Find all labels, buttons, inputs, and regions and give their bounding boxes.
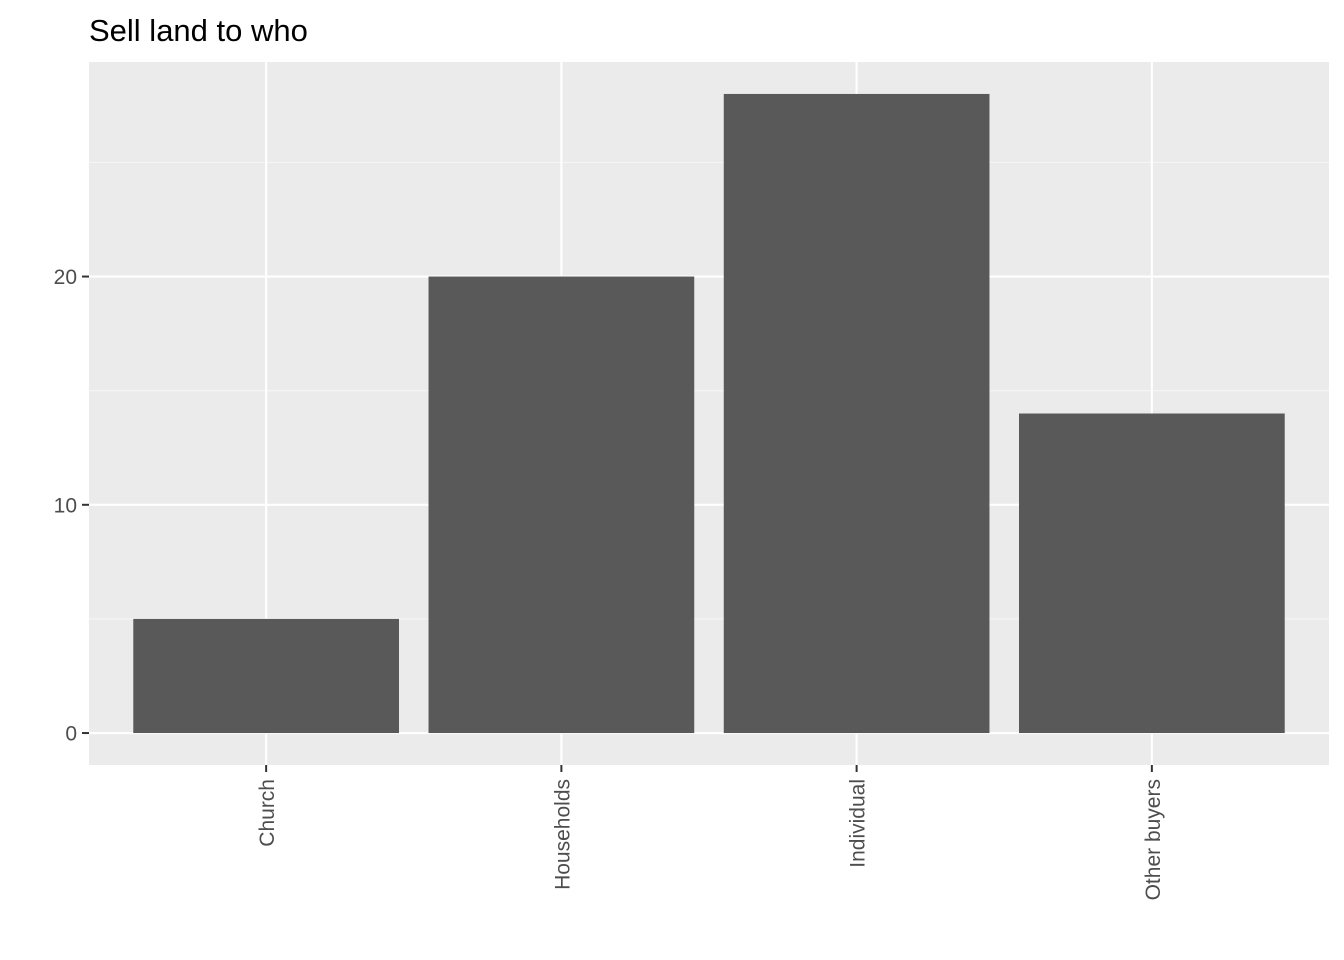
x-tick-label: Households xyxy=(551,779,574,890)
bar-individual xyxy=(723,93,990,734)
bar-church xyxy=(133,618,400,734)
bars xyxy=(133,93,1285,734)
bar-other-buyers xyxy=(1019,413,1285,734)
y-tick-label: 20 xyxy=(54,266,77,289)
x-tick-label: Other buyers xyxy=(1142,779,1165,900)
y-tick-label: 10 xyxy=(54,494,77,517)
chart-title: Sell land to who xyxy=(89,13,308,48)
axes: 0 10 20 Church Households Individual Other buy… xyxy=(54,266,1165,900)
x-tick-label: Church xyxy=(256,779,279,847)
bar-households xyxy=(428,276,695,734)
y-tick-label: 0 xyxy=(65,723,77,746)
x-tick-label: Individual xyxy=(847,779,870,868)
